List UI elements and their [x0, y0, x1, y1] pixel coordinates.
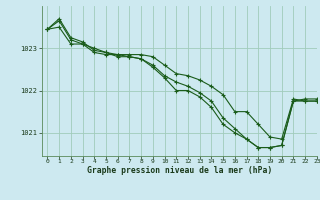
X-axis label: Graphe pression niveau de la mer (hPa): Graphe pression niveau de la mer (hPa) [87, 166, 272, 175]
